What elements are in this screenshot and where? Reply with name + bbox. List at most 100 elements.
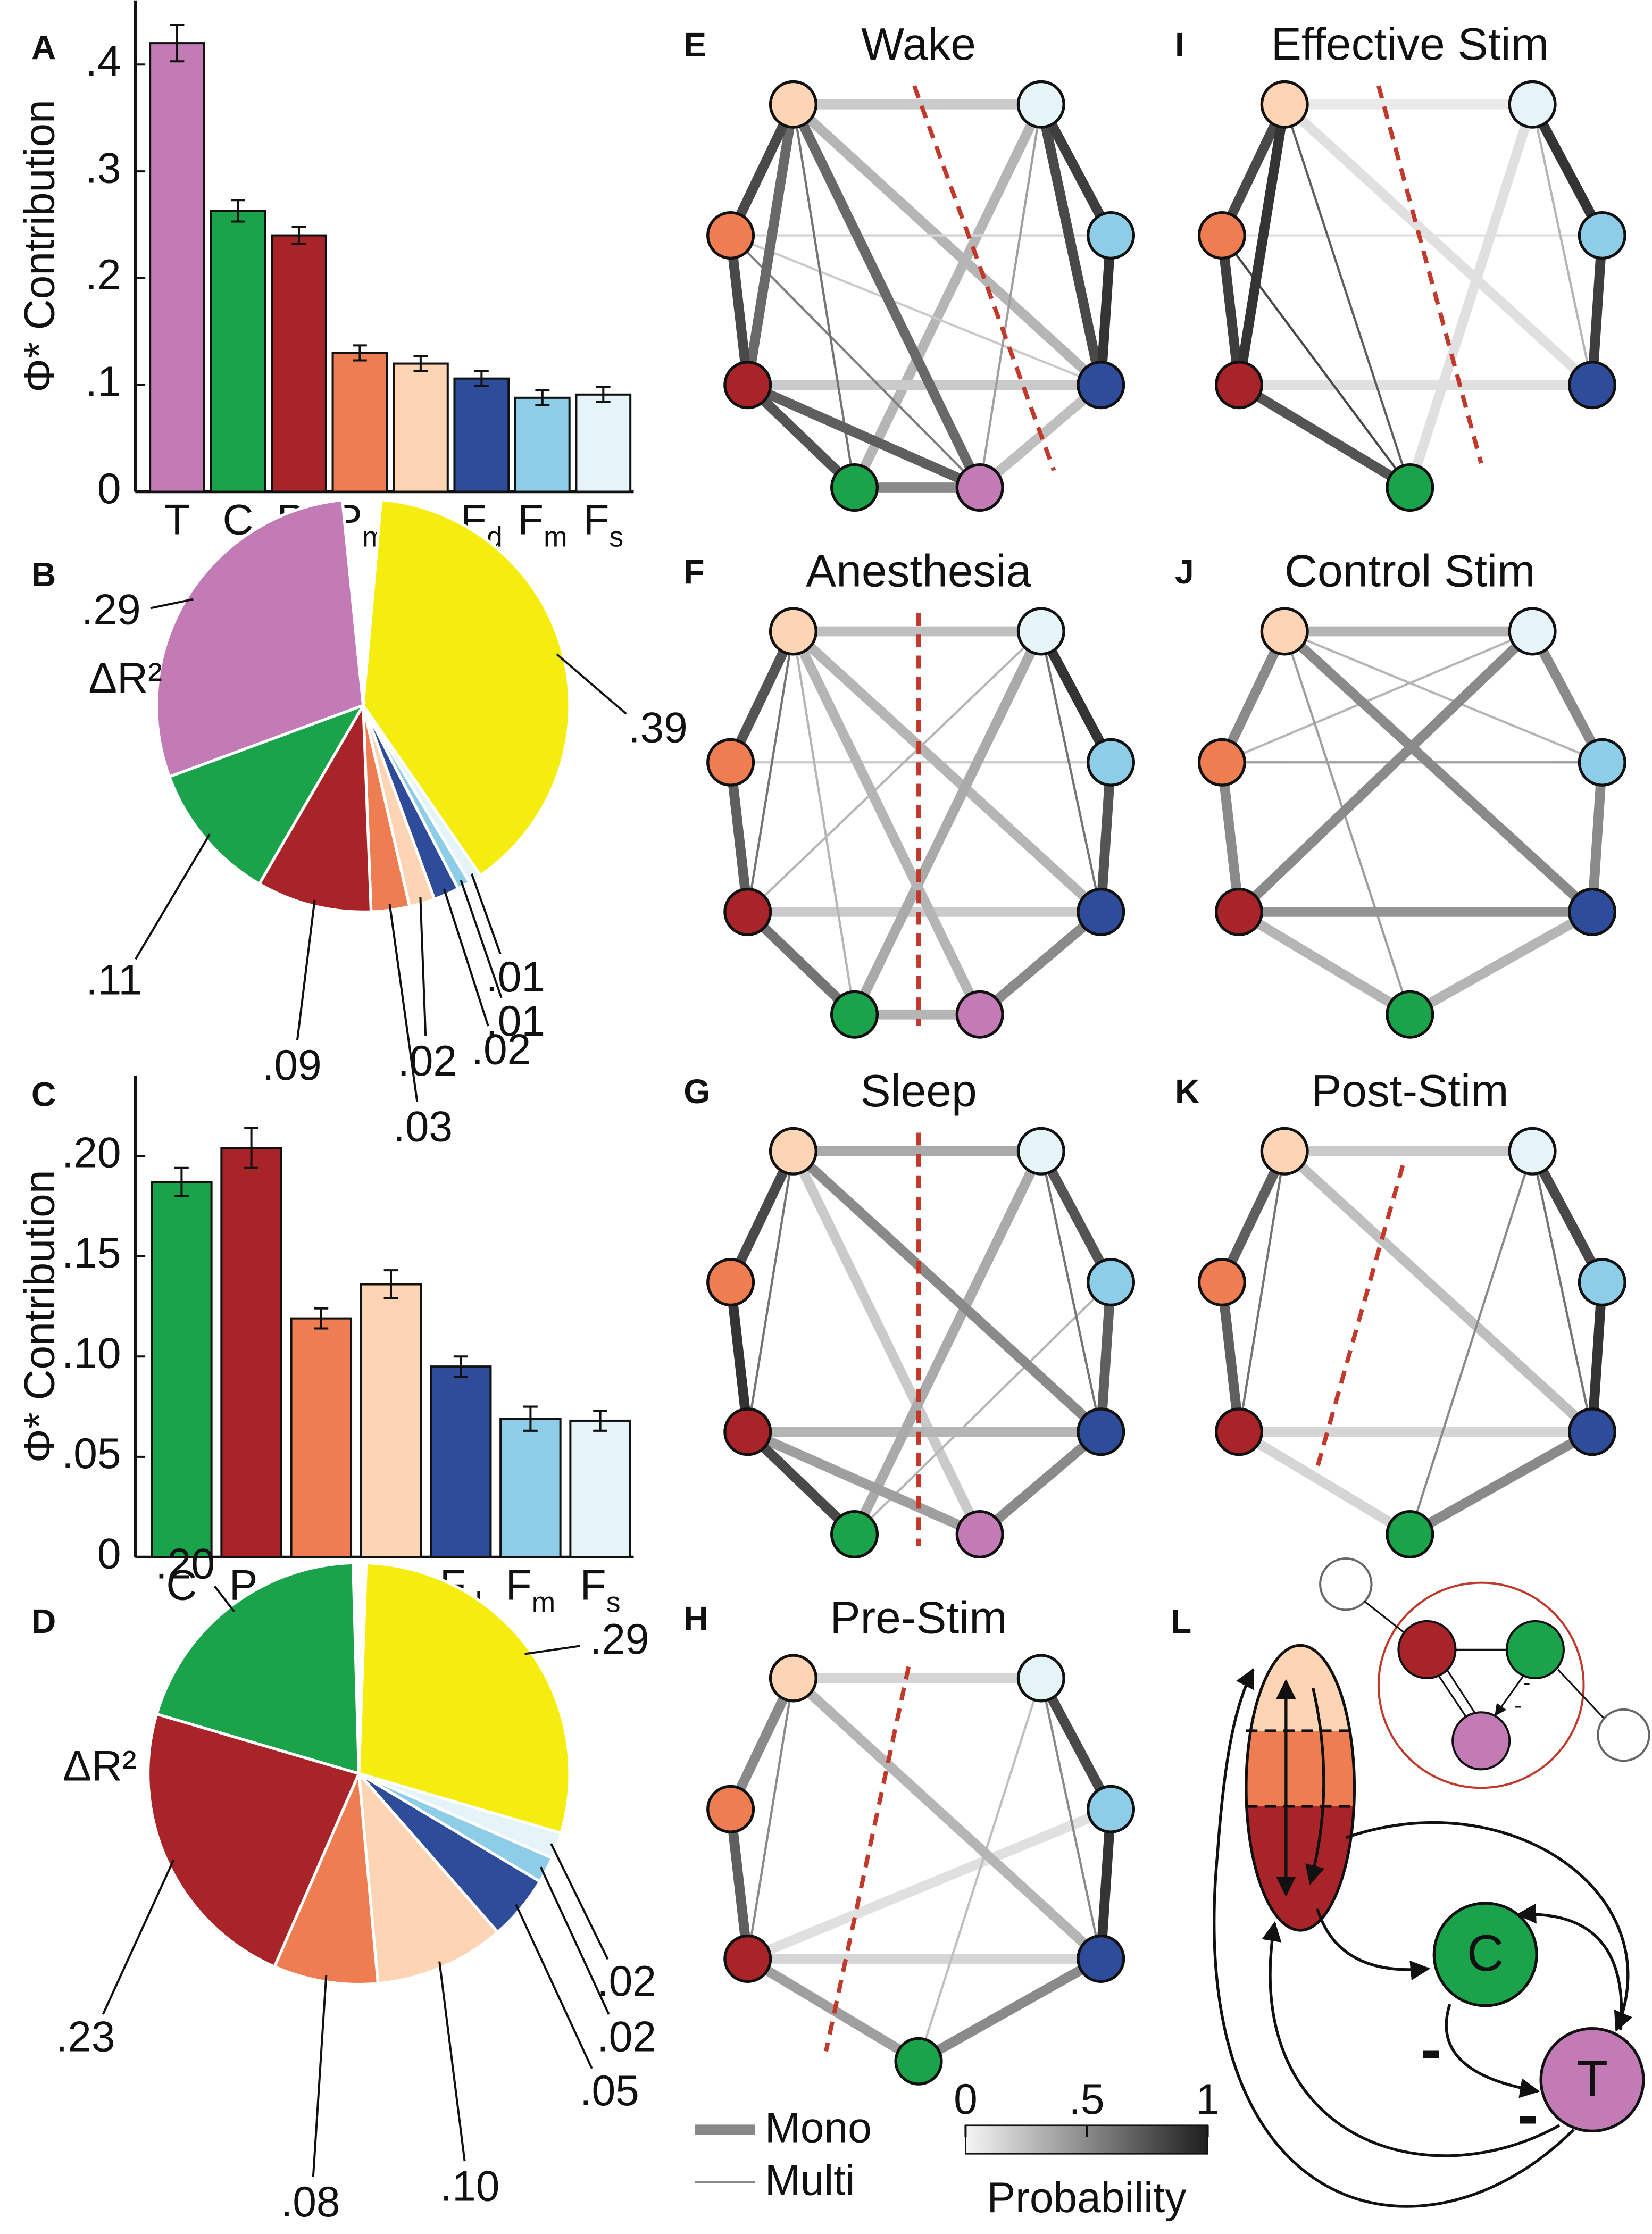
node xyxy=(955,463,1004,512)
edge xyxy=(1531,1150,1593,1433)
edge xyxy=(913,1954,1106,2066)
panel-letter: L xyxy=(1171,1602,1191,1640)
edge xyxy=(849,99,1046,493)
node xyxy=(1197,738,1246,787)
node xyxy=(769,1654,817,1703)
edge xyxy=(1238,1150,1286,1433)
ellipse-bands xyxy=(1246,1645,1355,1930)
y-tick-label: .05 xyxy=(62,1430,121,1478)
panel-title: Sleep xyxy=(860,1065,977,1116)
edge xyxy=(742,1427,985,1539)
node xyxy=(1260,1127,1309,1176)
value-label: .02 xyxy=(472,1026,531,1074)
node xyxy=(1197,211,1246,260)
sign: - xyxy=(1421,2014,1441,2084)
edge xyxy=(788,1146,1106,1437)
leader-line xyxy=(213,1585,235,1613)
arrows xyxy=(1213,1668,1633,2208)
legend-label: Mono xyxy=(765,2104,872,2152)
y-tick-label: .3 xyxy=(86,144,121,192)
node xyxy=(1386,990,1434,1039)
value-label: .02 xyxy=(597,2013,656,2061)
node xyxy=(706,211,755,260)
node xyxy=(1016,1127,1065,1176)
node xyxy=(1578,211,1626,260)
node xyxy=(1568,361,1617,410)
edge xyxy=(788,626,985,1020)
edge xyxy=(974,907,1106,1020)
edge xyxy=(1036,99,1106,390)
leader-line xyxy=(150,598,194,610)
x-tick-label: Fs xyxy=(580,1562,621,1618)
leader-line xyxy=(556,653,627,715)
bar xyxy=(575,393,632,493)
x-tick-label: Fm xyxy=(506,1562,556,1618)
edge xyxy=(1408,1150,1534,1536)
edge xyxy=(1221,630,1534,764)
edge xyxy=(1036,1146,1116,1287)
node xyxy=(1508,607,1557,656)
value-label: .10 xyxy=(440,2162,500,2210)
value-label: .01 xyxy=(486,997,545,1045)
edge xyxy=(1216,1277,1244,1437)
bar xyxy=(393,362,449,493)
sign: - xyxy=(1517,2079,1538,2149)
value-label: .23 xyxy=(56,2013,115,2061)
edge xyxy=(725,230,753,390)
leader-line xyxy=(438,1961,466,2162)
colorbar-tick-label: .5 xyxy=(1069,2075,1105,2123)
node xyxy=(1214,887,1264,936)
edge xyxy=(742,1804,1116,1964)
panel-letter: A xyxy=(31,28,56,66)
node xyxy=(723,1934,772,1983)
edge xyxy=(742,1427,860,1539)
edge xyxy=(742,380,985,493)
node xyxy=(1016,80,1065,129)
pie-slice xyxy=(167,703,366,886)
edge xyxy=(1279,1146,1597,1437)
panel-l: L C T - - xyxy=(1171,1557,1650,2208)
value-label: .11 xyxy=(86,956,142,1004)
value-label: .01 xyxy=(486,953,545,1001)
node xyxy=(769,607,817,656)
edge xyxy=(729,234,1102,386)
node xyxy=(1086,1258,1136,1307)
edge xyxy=(1283,630,1411,1016)
edge xyxy=(1234,380,1415,493)
sign: - xyxy=(1523,1670,1530,1695)
panel-title: Pre-Stim xyxy=(830,1593,1007,1644)
node-c xyxy=(1432,1902,1538,2007)
panel-title: Post-Stim xyxy=(1311,1065,1508,1116)
node xyxy=(955,990,1004,1039)
edge xyxy=(725,1277,753,1437)
edge xyxy=(1036,1673,1116,1814)
leader-line xyxy=(539,1866,610,2015)
inset: - - xyxy=(1319,1557,1650,1789)
pie-slice xyxy=(357,1769,500,1985)
value-label: .39 xyxy=(628,704,688,752)
edge xyxy=(746,630,1042,913)
leader-line xyxy=(515,1904,593,2069)
node xyxy=(706,1785,755,1833)
node-label: T xyxy=(1576,2050,1608,2107)
node xyxy=(1086,1785,1136,1833)
partition-line xyxy=(1315,1164,1405,1468)
value-label: .20 xyxy=(155,1540,215,1588)
panel-title: Anesthesia xyxy=(806,545,1031,596)
node xyxy=(1508,1127,1557,1176)
node xyxy=(1214,1407,1264,1456)
y-tick-label: .1 xyxy=(86,358,121,406)
panel-letter: D xyxy=(31,1602,56,1640)
leader-line xyxy=(296,899,316,1041)
y-tick-label: .2 xyxy=(86,251,121,299)
partition-line xyxy=(1376,85,1483,464)
value-label: .03 xyxy=(393,1103,453,1151)
edge xyxy=(725,1804,753,1964)
bar xyxy=(290,1317,353,1558)
node xyxy=(830,1510,879,1559)
value-label: .02 xyxy=(597,1957,656,2005)
edge xyxy=(1234,626,1538,917)
node xyxy=(1568,887,1617,936)
edge xyxy=(979,103,1042,489)
node xyxy=(830,463,879,512)
